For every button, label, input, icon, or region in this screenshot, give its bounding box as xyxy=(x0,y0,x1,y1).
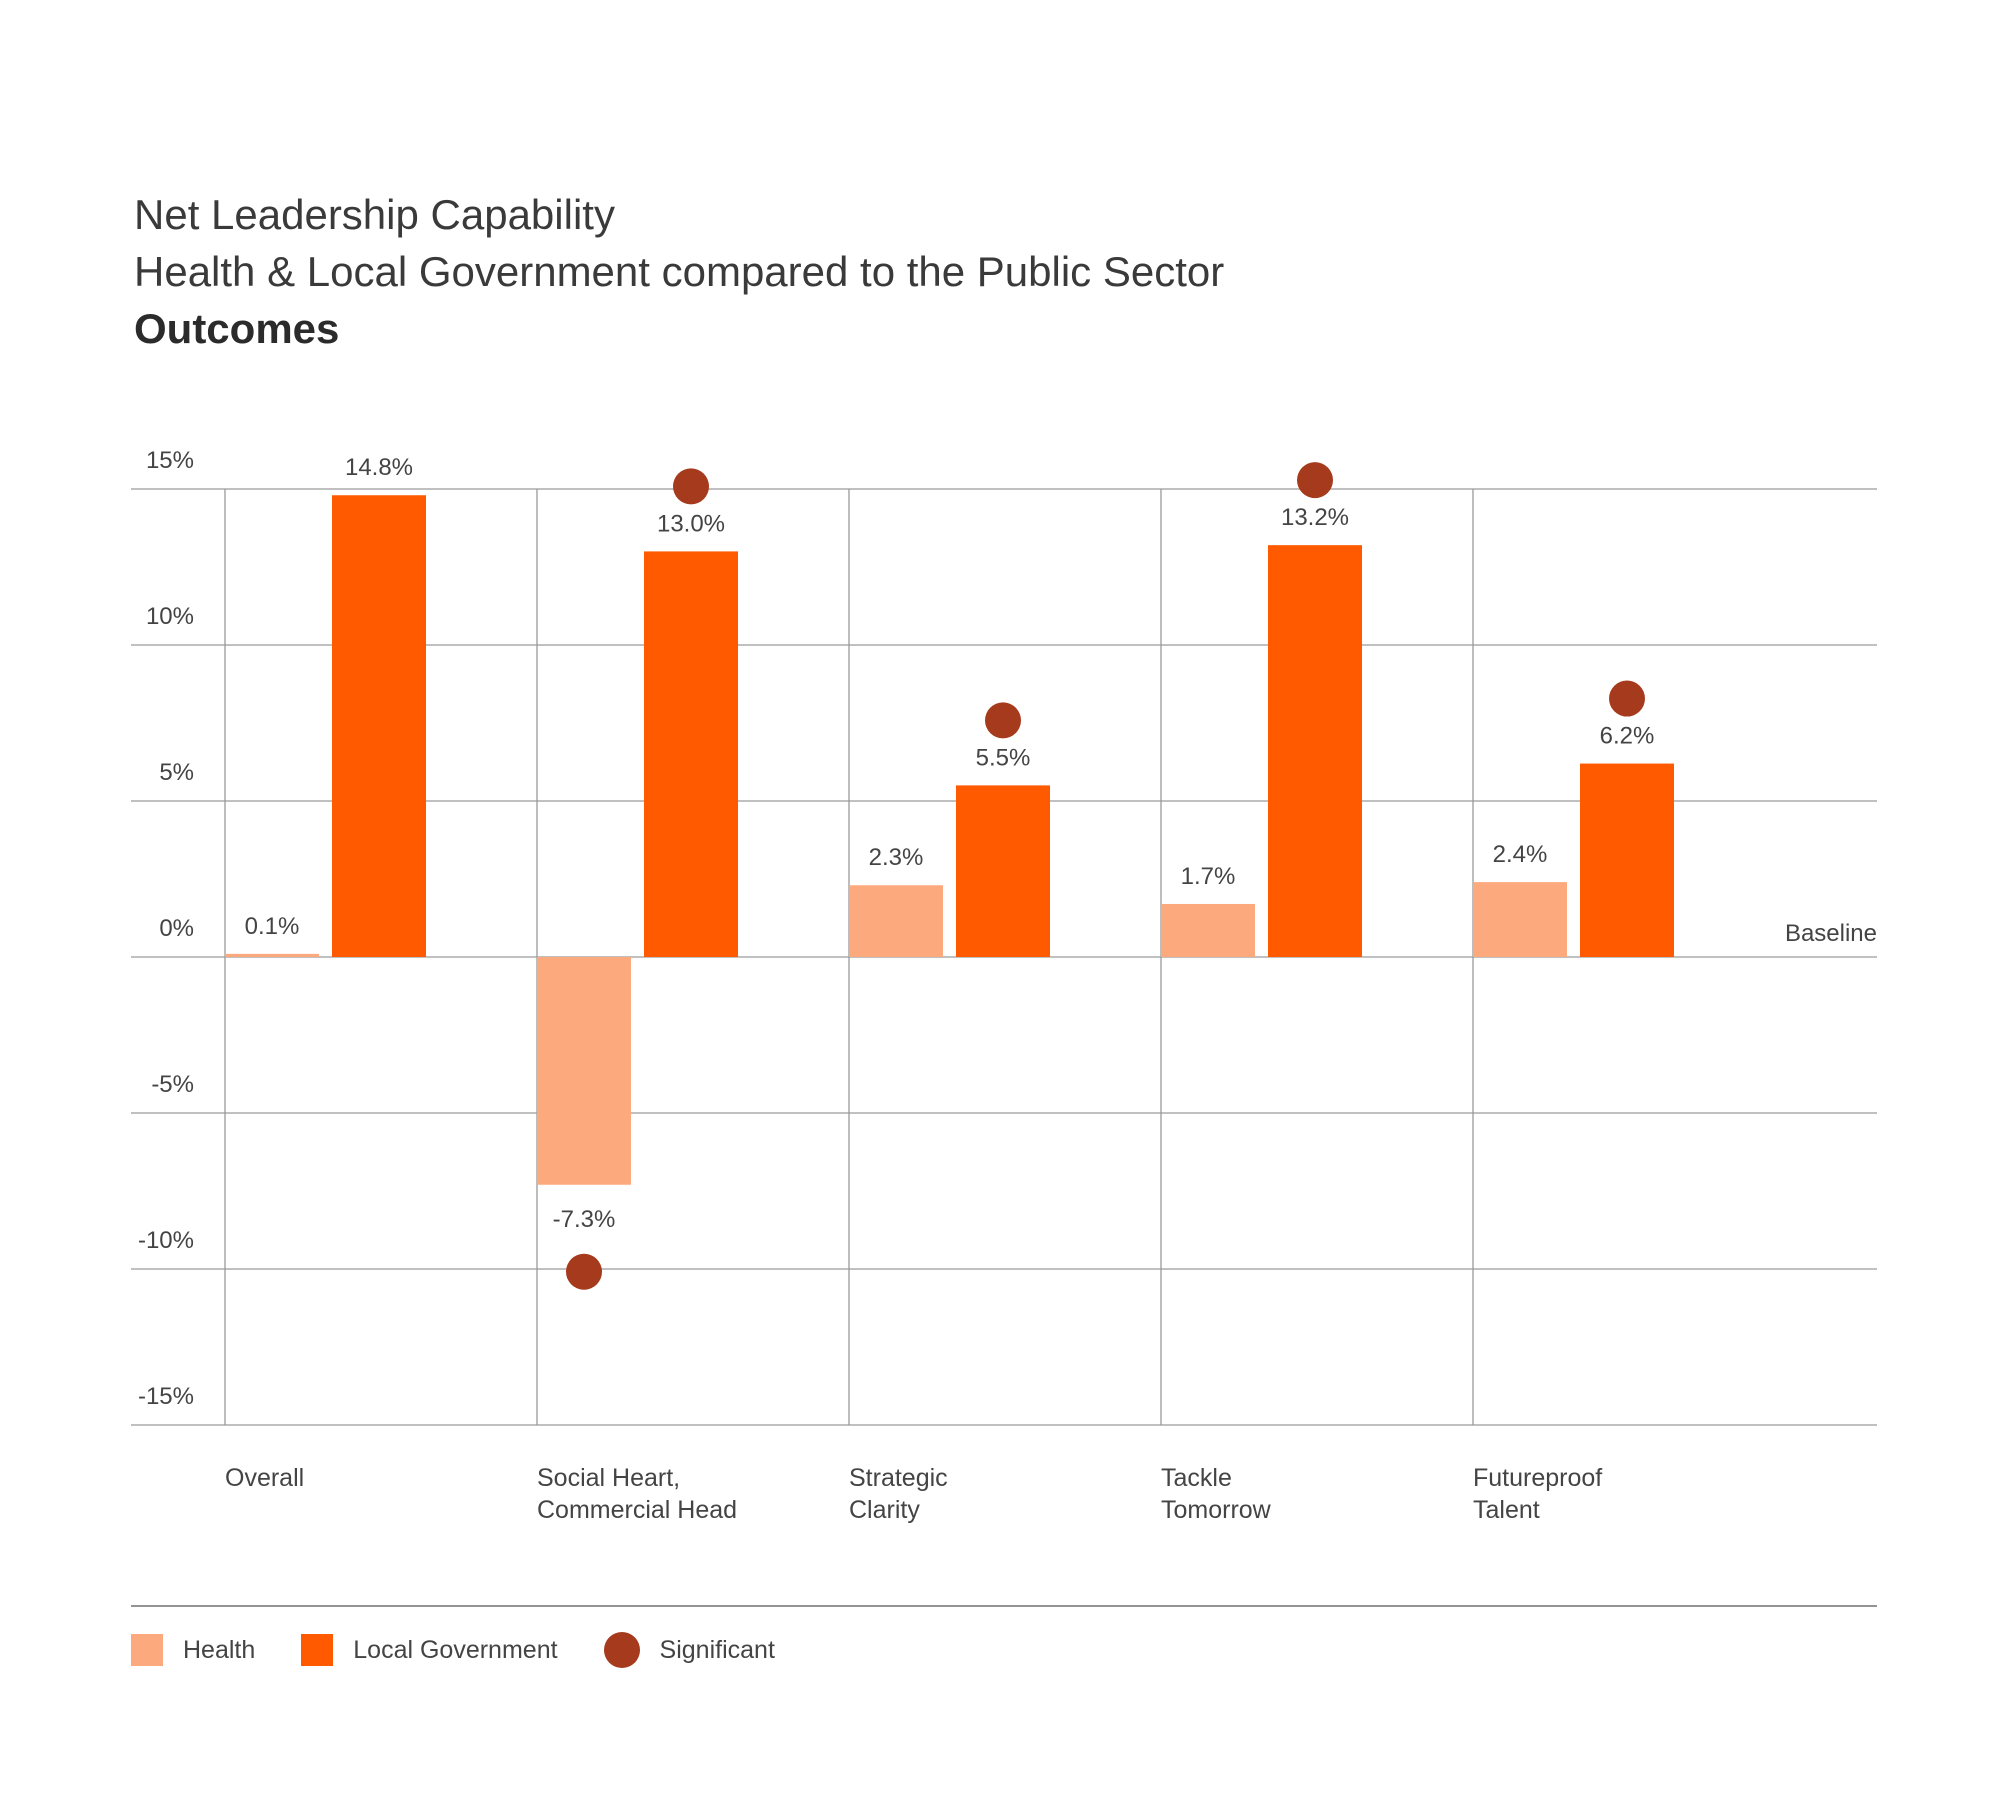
legend-item-health: Health xyxy=(131,1634,255,1666)
x-category-label-line: Tackle xyxy=(1161,1464,1232,1492)
x-category-label-line: Futureproof xyxy=(1473,1464,1602,1492)
legend-label-local-government: Local Government xyxy=(353,1635,558,1664)
x-category-label: Futureproof Talent xyxy=(1473,1464,1602,1524)
bar-health xyxy=(537,957,631,1185)
bar-local-government xyxy=(332,495,426,957)
significant-marker xyxy=(985,702,1021,739)
chart-section-title: Outcomes xyxy=(134,305,340,352)
significant-marker xyxy=(566,1253,602,1290)
legend-swatch-health xyxy=(131,1634,163,1666)
x-category-label: Overall xyxy=(225,1464,304,1492)
bar-local-government xyxy=(956,785,1050,957)
x-category-label-line: Commercial Head xyxy=(537,1496,737,1524)
data-label: 2.4% xyxy=(1493,841,1548,868)
significant-marker xyxy=(673,468,709,505)
legend-swatch-local-government xyxy=(301,1634,334,1666)
x-category-label-line: Tomorrow xyxy=(1161,1496,1272,1524)
bar-local-government xyxy=(1268,545,1362,957)
x-category-label-line: Clarity xyxy=(849,1496,920,1524)
chart-titles: Net Leadership Capability Health & Local… xyxy=(134,186,1224,357)
bar-health xyxy=(849,885,943,957)
data-label: 0.1% xyxy=(245,913,300,940)
y-tick-label: 15% xyxy=(146,447,194,474)
y-tick-label: 10% xyxy=(146,603,194,630)
x-category-label-line: Overall xyxy=(225,1464,304,1492)
y-tick-label: -15% xyxy=(138,1383,194,1410)
significant-marker xyxy=(1297,462,1333,499)
data-label: 1.7% xyxy=(1181,863,1236,890)
data-label: 6.2% xyxy=(1600,723,1655,750)
bar-local-government xyxy=(1580,763,1674,957)
data-label: 13.0% xyxy=(657,510,725,537)
x-category-label-line: Strategic xyxy=(849,1464,948,1492)
legend-item-significant: Significant xyxy=(603,1632,775,1668)
bar-health xyxy=(1473,882,1567,957)
x-category-label: Tackle Tomorrow xyxy=(1161,1464,1272,1524)
data-label: -7.3% xyxy=(553,1206,616,1233)
x-category-label: Strategic Clarity xyxy=(849,1464,948,1524)
x-category-label-line: Social Heart, xyxy=(537,1464,680,1492)
data-label: 13.2% xyxy=(1281,504,1349,531)
legend-item-local-government: Local Government xyxy=(301,1634,558,1666)
y-tick-label: 5% xyxy=(159,759,194,786)
y-tick-label: -5% xyxy=(151,1071,194,1098)
y-tick-label: 0% xyxy=(159,915,194,942)
chart-title: Net Leadership Capability xyxy=(134,191,615,238)
baseline-label: Baseline xyxy=(1785,920,1877,947)
bar-health xyxy=(1161,903,1255,957)
legend-label-significant: Significant xyxy=(659,1635,775,1664)
chart-subtitle: Health & Local Government compared to th… xyxy=(134,248,1225,295)
data-label: 14.8% xyxy=(345,454,413,481)
data-label: 5.5% xyxy=(976,744,1031,771)
bar-health xyxy=(225,953,319,957)
x-category-label: Social Heart, Commercial Head xyxy=(537,1464,737,1524)
bar-local-government xyxy=(644,551,738,957)
legend-label-health: Health xyxy=(183,1635,256,1664)
legend: Health Local Government Significant xyxy=(131,1628,821,1672)
significant-marker xyxy=(1609,680,1645,717)
x-category-label-line: Talent xyxy=(1473,1496,1540,1524)
y-tick-label: -10% xyxy=(138,1227,194,1254)
data-label: 2.3% xyxy=(869,844,924,871)
legend-dot-significant xyxy=(603,1632,640,1668)
